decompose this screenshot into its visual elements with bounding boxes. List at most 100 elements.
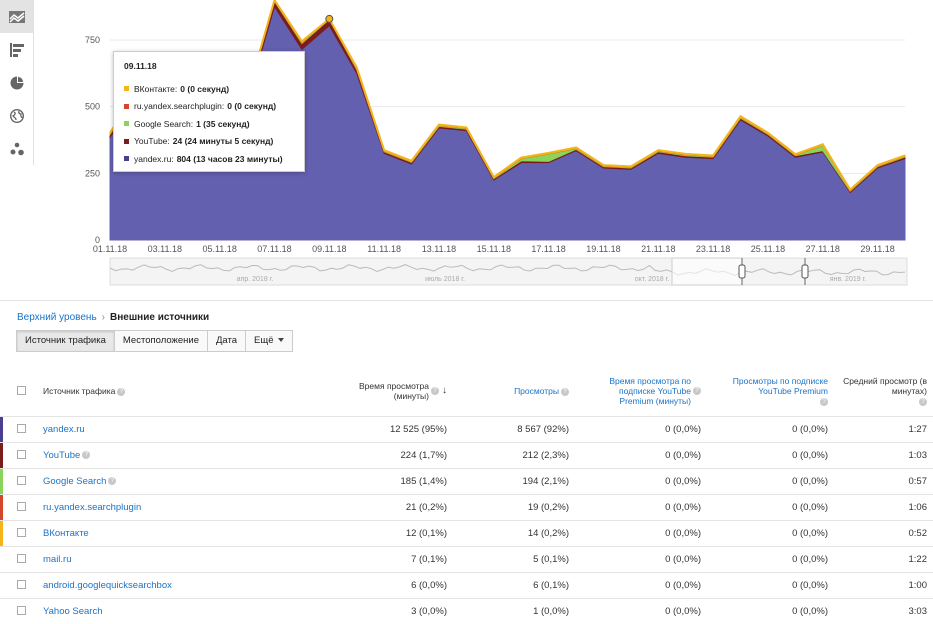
header-avg-view[interactable]: Средний просмотр (в минутах)? <box>834 366 933 417</box>
source-link[interactable]: ru.yandex.searchplugin <box>43 502 141 513</box>
x-tick-label: 09.11.18 <box>312 244 346 254</box>
source-link[interactable]: YouTube <box>43 450 80 461</box>
row-checkbox[interactable] <box>17 424 26 433</box>
tooltip-label: ВКонтакте: <box>134 84 177 94</box>
views-cell: 1 (0,0%) <box>453 599 575 624</box>
source-link[interactable]: ВКонтакте <box>43 528 89 539</box>
tooltip-value: 0 (0 секунд) <box>180 84 229 94</box>
row-checkbox[interactable] <box>17 502 26 511</box>
timeline-label: июль 2018 г. <box>425 276 465 283</box>
row-checkbox[interactable] <box>17 606 26 615</box>
table-row[interactable]: YouTube?224 (1,7%)212 (2,3%)0 (0,0%)0 (0… <box>0 443 933 469</box>
help-icon[interactable]: ? <box>82 451 90 459</box>
watch-time-cell: 7 (0,1%) <box>281 547 453 573</box>
tooltip-label: ru.yandex.searchplugin: <box>134 101 224 111</box>
line-chart-icon <box>9 11 25 23</box>
source-link[interactable]: mail.ru <box>43 554 72 565</box>
timeline-handle <box>802 265 808 278</box>
select-all-checkbox[interactable] <box>17 386 26 395</box>
header-watch-time[interactable]: Время просмотра (минуты)?↓ <box>281 366 453 417</box>
help-icon[interactable]: ? <box>431 387 439 395</box>
chevron-down-icon <box>278 338 284 342</box>
timeline-label: окт. 2018 г. <box>635 276 670 283</box>
row-checkbox[interactable] <box>17 580 26 589</box>
source-link[interactable]: yandex.ru <box>43 424 85 435</box>
avg-view-cell: 0:52 <box>834 521 933 547</box>
chart-tooltip: 09.11.18 ВКонтакте: 0 (0 секунд) ru.yand… <box>113 51 305 172</box>
watch-time-cell: 12 (0,1%) <box>281 521 453 547</box>
tooltip-row: ru.yandex.searchplugin: 0 (0 секунд) <box>124 98 294 116</box>
avg-view-cell: 1:22 <box>834 547 933 573</box>
source-link[interactable]: Google Search <box>43 476 106 487</box>
bar-chart-button[interactable] <box>0 33 33 66</box>
tooltip-value: 24 (24 минуты 5 секунд) <box>173 136 274 146</box>
bubble-chart-button[interactable] <box>0 132 33 165</box>
line-chart-button[interactable] <box>0 0 33 33</box>
help-icon[interactable]: ? <box>693 387 701 395</box>
tooltip-row: YouTube: 24 (24 минуты 5 секунд) <box>124 133 294 151</box>
pie-chart-button[interactable] <box>0 66 33 99</box>
premium-watch-time-cell: 0 (0,0%) <box>575 599 707 624</box>
avg-view-cell: 1:00 <box>834 573 933 599</box>
chart-type-sidebar <box>0 0 34 165</box>
help-icon[interactable]: ? <box>820 398 828 406</box>
timeline-handle <box>739 265 745 278</box>
avg-view-cell: 0:57 <box>834 469 933 495</box>
row-checkbox[interactable] <box>17 554 26 563</box>
premium-views-cell: 0 (0,0%) <box>707 573 834 599</box>
tooltip-row: yandex.ru: 804 (13 часов 23 минуты) <box>124 150 294 168</box>
legend-swatch <box>124 86 129 91</box>
row-checkbox[interactable] <box>17 476 26 485</box>
traffic-table: Источник трафика? Время просмотра (минут… <box>0 366 933 624</box>
row-checkbox[interactable] <box>17 528 26 537</box>
header-premium-views-label: Просмотры по подписке YouTube Premium <box>713 376 828 396</box>
premium-watch-time-cell: 0 (0,0%) <box>575 573 707 599</box>
header-premium-views[interactable]: Просмотры по подписке YouTube Premium? <box>707 366 834 417</box>
tab-more-label: Ещё <box>254 335 273 346</box>
y-tick-label: 500 <box>85 102 100 112</box>
tooltip-value: 1 (35 секунд) <box>196 119 250 129</box>
source-link[interactable]: android.googlequicksearchbox <box>43 580 172 591</box>
premium-watch-time-cell: 0 (0,0%) <box>575 495 707 521</box>
premium-watch-time-cell: 0 (0,0%) <box>575 469 707 495</box>
watch-time-cell: 3 (0,0%) <box>281 599 453 624</box>
x-tick-label: 27.11.18 <box>806 244 840 254</box>
row-checkbox[interactable] <box>17 450 26 459</box>
header-views[interactable]: Просмотры? <box>453 366 575 417</box>
premium-watch-time-cell: 0 (0,0%) <box>575 521 707 547</box>
tab-date[interactable]: Дата <box>207 330 246 352</box>
help-icon[interactable]: ? <box>561 388 569 396</box>
views-cell: 8 567 (92%) <box>453 417 575 443</box>
x-tick-label: 13.11.18 <box>422 244 456 254</box>
tab-more[interactable]: Ещё <box>245 330 293 352</box>
premium-views-cell: 0 (0,0%) <box>707 417 834 443</box>
x-tick-label: 25.11.18 <box>751 244 785 254</box>
help-icon[interactable]: ? <box>108 477 116 485</box>
watch-time-cell: 6 (0,0%) <box>281 573 453 599</box>
globe-button[interactable] <box>0 99 33 132</box>
header-avg-view-label: Средний просмотр (в минутах) <box>840 376 927 396</box>
tab-location[interactable]: Местоположение <box>114 330 208 352</box>
header-premium-watch-time[interactable]: Время просмотра по подписке YouTube Prem… <box>575 366 707 417</box>
table-header-row: Источник трафика? Время просмотра (минут… <box>0 366 933 417</box>
table-row[interactable]: Google Search?185 (1,4%)194 (2,1%)0 (0,0… <box>0 469 933 495</box>
tab-traffic-source[interactable]: Источник трафика <box>16 330 115 352</box>
source-link[interactable]: Yahoo Search <box>43 606 103 617</box>
breadcrumb-separator: › <box>102 312 105 323</box>
watch-time-cell: 185 (1,4%) <box>281 469 453 495</box>
premium-views-cell: 0 (0,0%) <box>707 599 834 624</box>
premium-views-cell: 0 (0,0%) <box>707 469 834 495</box>
header-source[interactable]: Источник трафика? <box>37 366 281 417</box>
watch-time-cell: 21 (0,2%) <box>281 495 453 521</box>
timeline-selection <box>672 258 742 285</box>
breadcrumb-parent-link[interactable]: Верхний уровень <box>17 312 97 323</box>
header-source-label: Источник трафика <box>43 386 115 396</box>
help-icon[interactable]: ? <box>919 398 927 406</box>
help-icon[interactable]: ? <box>117 388 125 396</box>
